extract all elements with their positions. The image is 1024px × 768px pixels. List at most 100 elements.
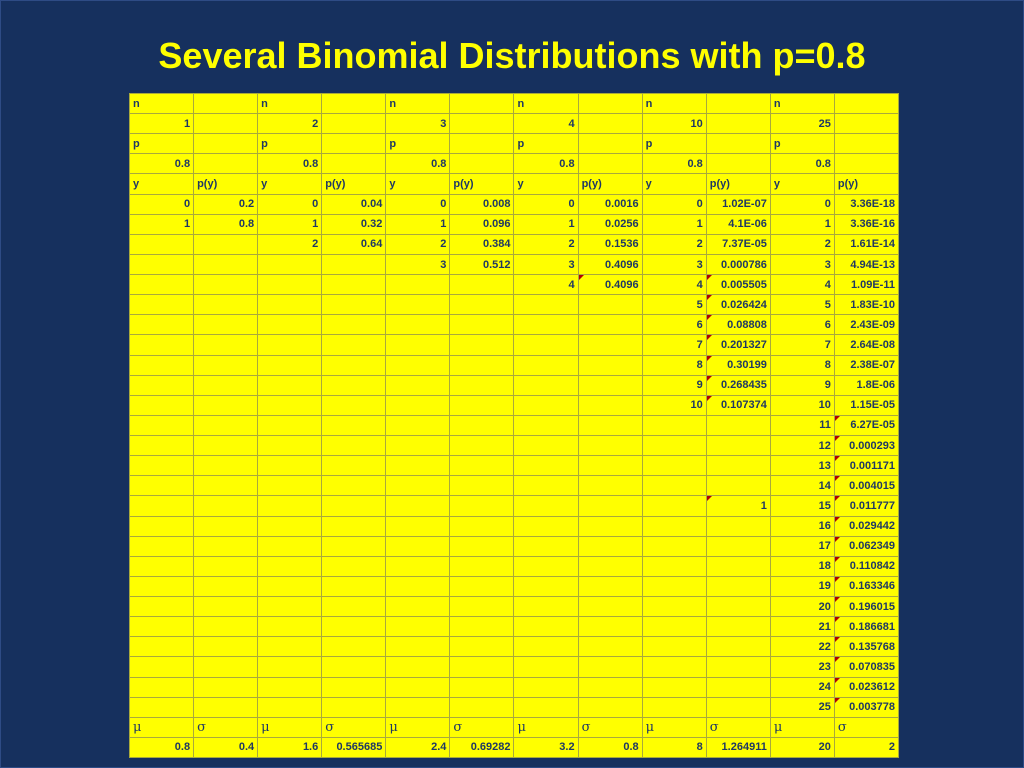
y-value-cell: 8 — [770, 355, 834, 375]
p-value-cell: 0.8 — [130, 154, 194, 174]
empty-cell — [386, 657, 450, 677]
empty-cell — [322, 114, 386, 134]
sigma-value-cell: 1.264911 — [706, 737, 770, 757]
mu-label-cell: μ — [770, 717, 834, 737]
empty-cell — [642, 476, 706, 496]
empty-cell — [386, 516, 450, 536]
n-label-cell: n — [770, 94, 834, 114]
py-value-cell: 0.163346 — [834, 576, 898, 597]
y-value-cell: 2 — [386, 234, 450, 254]
empty-cell — [194, 496, 258, 516]
y-value-cell: 2 — [770, 234, 834, 254]
empty-cell — [386, 395, 450, 415]
empty-cell — [258, 375, 322, 395]
p-label-cell: p — [130, 134, 194, 154]
empty-cell — [322, 355, 386, 375]
sigma-label-cell: σ — [706, 717, 770, 737]
empty-cell — [706, 134, 770, 154]
empty-cell — [578, 697, 642, 717]
empty-cell — [322, 415, 386, 436]
empty-cell — [130, 436, 194, 456]
empty-cell — [642, 597, 706, 617]
empty-cell — [194, 134, 258, 154]
empty-cell — [514, 677, 578, 697]
py-value-cell: 0.029442 — [834, 516, 898, 536]
comment-indicator — [706, 375, 712, 381]
empty-cell — [578, 154, 642, 174]
empty-cell — [130, 516, 194, 536]
empty-cell — [258, 697, 322, 717]
empty-cell — [706, 94, 770, 114]
empty-cell — [386, 335, 450, 355]
empty-cell — [514, 395, 578, 415]
empty-cell — [194, 395, 258, 415]
comment-indicator — [834, 617, 840, 623]
empty-cell — [386, 456, 450, 476]
empty-cell — [194, 576, 258, 597]
comment-indicator — [834, 476, 840, 482]
n-label-cell: n — [258, 94, 322, 114]
empty-cell — [258, 436, 322, 456]
empty-cell — [194, 154, 258, 174]
empty-cell — [194, 637, 258, 657]
empty-cell — [194, 597, 258, 617]
empty-cell — [514, 597, 578, 617]
y-value-cell: 1 — [770, 214, 834, 234]
y-value-cell: 4 — [642, 275, 706, 295]
empty-cell — [130, 637, 194, 657]
y-value-cell: 24 — [770, 677, 834, 697]
py-value-cell: 0.070835 — [834, 657, 898, 677]
binomial-distribution-table: n n n n n n 1 2 3 4 10 25 p p p p p p 0.8 0.8 0.8 0.8 0.8 0.8 y p… — [129, 93, 899, 758]
comment-indicator — [834, 456, 840, 462]
empty-cell — [322, 476, 386, 496]
empty-cell — [322, 697, 386, 717]
y-value-cell: 7 — [770, 335, 834, 355]
empty-cell — [450, 355, 514, 375]
y-value-cell: 14 — [770, 476, 834, 496]
empty-cell — [450, 134, 514, 154]
empty-cell — [258, 335, 322, 355]
empty-cell — [258, 516, 322, 536]
sigma-label-cell: σ — [578, 717, 642, 737]
empty-cell — [386, 476, 450, 496]
empty-cell — [706, 697, 770, 717]
empty-cell — [450, 536, 514, 556]
y-value-cell: 25 — [770, 697, 834, 717]
py-value-cell: 1.83E-10 — [834, 295, 898, 315]
empty-cell — [578, 496, 642, 516]
y-value-cell: 10 — [770, 395, 834, 415]
empty-cell — [706, 637, 770, 657]
empty-cell — [514, 496, 578, 516]
py-value-cell: 0.023612 — [834, 677, 898, 697]
empty-cell — [450, 154, 514, 174]
empty-cell — [322, 375, 386, 395]
y-header-cell: y — [130, 174, 194, 194]
empty-cell — [322, 254, 386, 275]
empty-cell — [578, 657, 642, 677]
empty-cell — [386, 556, 450, 576]
empty-cell — [450, 637, 514, 657]
empty-cell — [642, 536, 706, 556]
py-value-cell: 0.107374 — [706, 395, 770, 415]
empty-cell — [514, 637, 578, 657]
empty-cell — [450, 556, 514, 576]
empty-cell — [450, 335, 514, 355]
empty-cell — [834, 134, 898, 154]
empty-cell — [386, 436, 450, 456]
empty-cell — [450, 657, 514, 677]
empty-cell — [130, 295, 194, 315]
y-value-cell: 16 — [770, 516, 834, 536]
empty-cell — [578, 134, 642, 154]
empty-cell — [514, 697, 578, 717]
empty-cell — [834, 94, 898, 114]
empty-cell — [706, 476, 770, 496]
py-value-cell: 0.001171 — [834, 456, 898, 476]
py-header-cell: p(y) — [706, 174, 770, 194]
empty-cell — [130, 576, 194, 597]
empty-cell — [706, 114, 770, 134]
empty-cell — [578, 436, 642, 456]
y-header-cell: y — [386, 174, 450, 194]
y-value-cell: 23 — [770, 657, 834, 677]
empty-cell — [130, 254, 194, 275]
empty-cell — [130, 597, 194, 617]
